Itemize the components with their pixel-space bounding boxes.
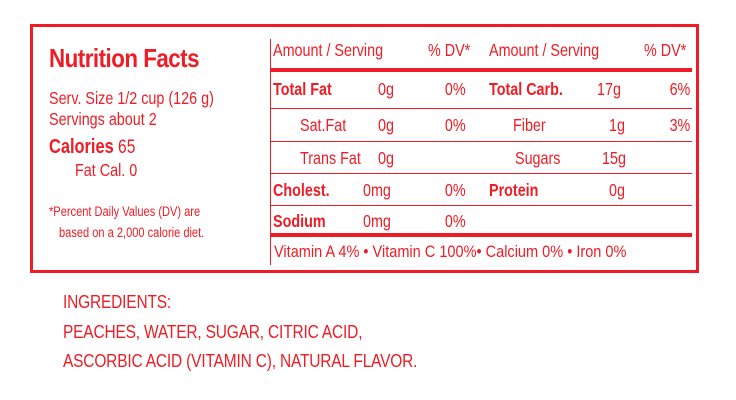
footnote-line-2: based on a 2,000 calorie diet. [59,225,205,240]
nutrient-name: Fiber [513,115,546,135]
footnote-line-1: *Percent Daily Values (DV) are [49,204,201,219]
ingredients-heading: INGREDIENTS: [63,292,172,312]
nutrient-dv: 6% [669,79,691,99]
ingredients-line-2: ASCORBIC ACID (VITAMIN C), NATURAL FLAVO… [63,351,418,371]
row-rule [271,108,692,109]
header-dv-right: % DV* [644,40,687,60]
nutrient-name: Total Fat [273,79,332,99]
row-rule [271,141,692,142]
nutrient-dv: 0% [444,211,466,231]
nutrient-amount: 0mg [363,180,391,200]
nutrition-facts-panel: Nutrition Facts Serv. Size 1/2 cup (126 … [30,24,699,273]
serving-size: Serv. Size 1/2 cup (126 g) [49,88,214,108]
nutrient-dv: 0% [444,115,466,135]
vitamins-minerals-line: Vitamin A 4% • Vitamin C 100%• Calcium 0… [274,242,627,261]
nutrient-dv: 0% [444,79,466,99]
nutrient-amount: 1g [609,115,625,135]
nutrient-name: Total Carb. [489,79,563,99]
nutrient-amount: 15g [602,148,626,168]
nutrient-name: Protein [489,180,539,200]
calories-value: 65 [118,137,136,158]
nutrient-name: Sat.Fat [300,115,347,135]
nutrient-amount: 17g [597,79,621,99]
calories-label: Calories [49,136,114,158]
nutrient-amount: 0g [609,180,625,200]
nutrient-dv: 0% [444,180,466,200]
nutrient-amount: 0g [378,79,394,99]
nutrient-amount: 0g [378,115,394,135]
vitamin-rule [271,233,692,237]
ingredients-line-1: PEACHES, WATER, SUGAR, CITRIC ACID, [63,322,363,342]
header-rule [271,68,692,72]
header-amount-left: Amount / Serving [273,40,384,60]
nutrient-name: Sodium [273,211,326,231]
panel-title: Nutrition Facts [49,43,200,73]
nutrient-name: Sugars [515,148,561,168]
row-rule [271,205,692,206]
column-divider [270,39,271,265]
nutrient-amount: 0mg [363,211,391,231]
nutrient-name: Cholest. [273,180,330,200]
nutrient-dv: 3% [669,115,691,135]
header-dv-left: % DV* [428,40,471,60]
header-amount-right: Amount / Serving [489,40,600,60]
nutrient-name: Trans Fat [300,148,361,168]
row-rule [271,173,692,174]
nutrient-amount: 0g [378,148,394,168]
servings-per-container: Servings about 2 [49,109,157,129]
calories-line: Calories 65 [49,136,135,159]
fat-calories: Fat Cal. 0 [75,160,138,180]
